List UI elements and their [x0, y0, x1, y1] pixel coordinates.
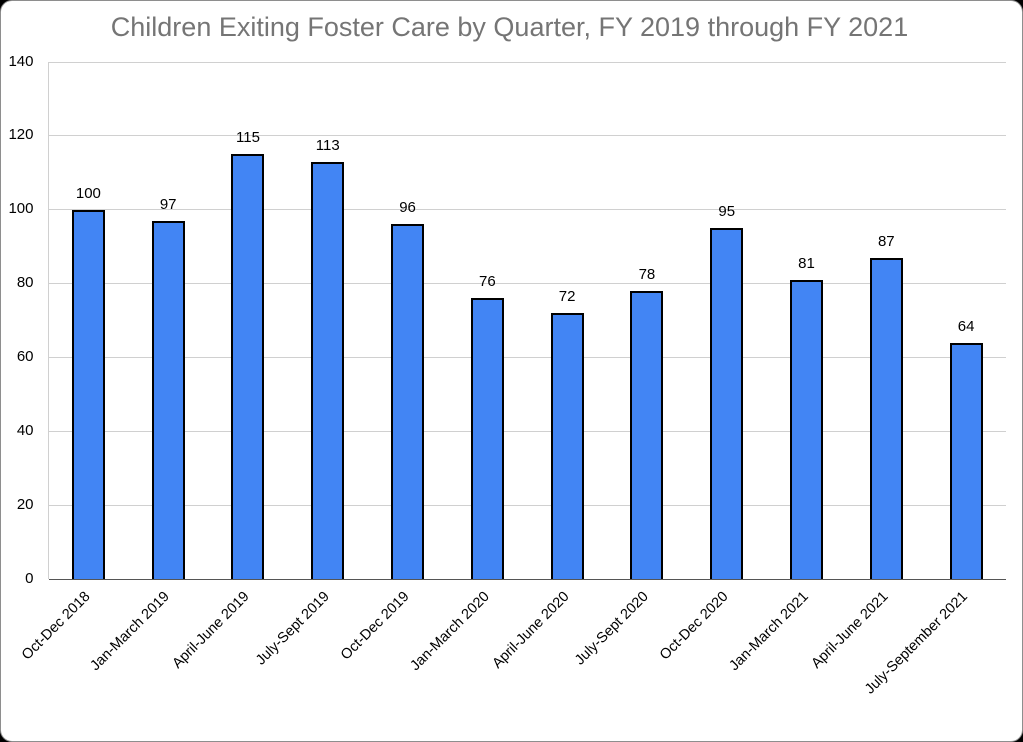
x-tick-label: April-June 2020: [489, 588, 573, 672]
bar: [869, 257, 903, 579]
gridline: [48, 61, 1006, 63]
gridline: [48, 504, 1006, 506]
x-axis-baseline: [48, 578, 1006, 580]
bar: [391, 224, 425, 579]
bar-value-label: 97: [159, 195, 177, 213]
bar: [231, 154, 265, 579]
y-tick-label: 40: [16, 421, 34, 439]
y-tick-label: 100: [8, 200, 34, 218]
gridline: [48, 356, 1006, 358]
gridline: [48, 135, 1006, 137]
y-tick-label: 20: [16, 495, 34, 513]
bar-value-label: 81: [798, 254, 815, 272]
y-tick-label: 120: [8, 126, 34, 144]
bar-value-label: 115: [236, 129, 260, 147]
x-tick-label: Jan-March 2020: [406, 588, 493, 674]
bar-value-label: 100: [75, 184, 101, 202]
x-tick-label: July-Sept 2020: [572, 588, 652, 668]
chart-title: Children Exiting Foster Care by Quarter,…: [110, 12, 909, 42]
bar: [790, 279, 824, 579]
bar: [710, 228, 744, 579]
y-tick-label: 80: [16, 274, 34, 292]
gridline: [48, 283, 1006, 285]
x-tick-label: July-Sept 2019: [253, 588, 333, 668]
bar-value-label: 87: [877, 232, 895, 250]
bar: [550, 313, 584, 579]
y-tick-label: 0: [25, 569, 34, 587]
x-tick-label: Oct-Dec 2019: [338, 588, 413, 663]
bar-value-label: 72: [558, 288, 576, 306]
bar: [470, 298, 504, 579]
gridline: [48, 430, 1006, 432]
bar-value-label: 96: [399, 199, 416, 217]
bar: [151, 220, 185, 579]
x-tick-label: Jan-March 2019: [87, 588, 174, 674]
x-tick-label: April-June 2021: [808, 588, 892, 672]
y-axis-line: [48, 62, 49, 579]
x-tick-label: Oct-Dec 2020: [657, 588, 732, 663]
y-tick-label: 60: [16, 347, 34, 365]
bar: [949, 342, 983, 579]
bar: [630, 290, 664, 579]
bar: [71, 209, 105, 579]
bar: [311, 161, 345, 579]
x-tick-label: April-June 2019: [169, 588, 254, 672]
bar-value-label: 95: [718, 203, 736, 221]
bar-value-label: 78: [638, 265, 656, 283]
bar-value-label: 64: [957, 317, 975, 335]
x-tick-label: Jan-March 2021: [726, 588, 812, 674]
x-tick-label: Oct-Dec 2018: [18, 588, 94, 663]
bar-value-label: 76: [479, 273, 496, 291]
gridline: [48, 209, 1006, 211]
y-tick-label: 140: [8, 52, 34, 70]
bar-value-label: 113: [315, 136, 340, 154]
